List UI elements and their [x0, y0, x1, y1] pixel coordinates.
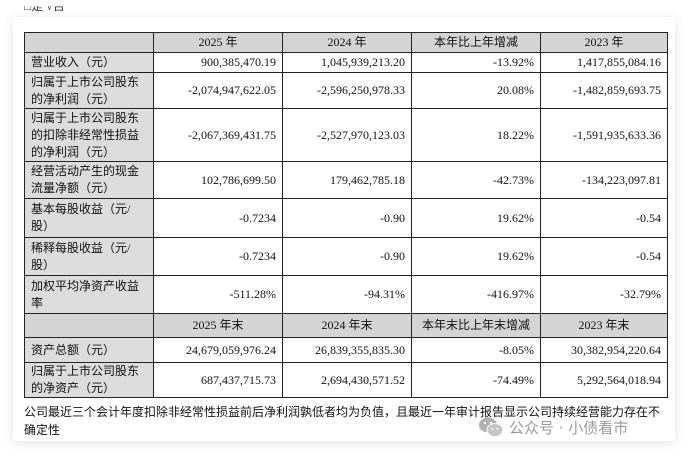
table-row: 归属于上市公司股东的扣除非经常性损益的净利润（元） -2,067,369,431.… — [24, 108, 668, 162]
cell-value: 30,382,954,220.64 — [540, 337, 668, 363]
table-header-row: 2025 年 2024 年本年比上年增减 2023 年 — [24, 32, 668, 53]
row-label: 资产总额（元） — [24, 337, 154, 363]
column-header: 本年末比上年末增减 — [411, 313, 541, 338]
cell-value: -2,527,970,123.03 — [282, 108, 412, 162]
cell-value: 5,292,564,018.94 — [540, 362, 668, 398]
cell-value: -0.90 — [282, 237, 412, 276]
cell-value: 179,462,785.18 — [282, 161, 412, 199]
cell-value: -1,482,859,693.75 — [540, 72, 668, 109]
table-row: 归属于上市公司股东的净利润（元） -2,074,947,622.05 -2,596,… — [24, 72, 668, 109]
cell-value: 20.08% — [411, 72, 541, 109]
cell-value: 19.62% — [411, 237, 541, 276]
column-header — [24, 32, 154, 53]
table-row: 营业收入（元） 900,385,470.19 1,045,939,213.20 -13… — [24, 52, 668, 73]
cell-value: -42.73% — [411, 161, 541, 199]
row-label: 归属于上市公司股东的净利润（元） — [24, 72, 154, 109]
row-label: 营业收入（元） — [24, 52, 154, 73]
row-label: 归属于上市公司股东的净资产（元） — [24, 362, 154, 398]
partial-text: □是 √否 — [24, 6, 65, 13]
watermark: 公众号 · 小债看市 — [478, 416, 628, 438]
column-header: 2024 年 — [282, 32, 412, 53]
table-row: 基本每股收益（元/股） -0.7234 -0.90 19.62% -0.54 — [24, 198, 668, 238]
column-header: 2023 年末 — [540, 313, 668, 338]
financial-table: 2025 年 2024 年本年比上年增减 2023 年营业收入（元） 900,385,… — [24, 32, 668, 398]
wechat-icon — [479, 417, 504, 437]
cell-value: -32.79% — [540, 275, 668, 314]
cell-value: 1,417,855,084.16 — [540, 52, 668, 73]
table-row: 经营活动产生的现金流量净额（元） 102,786,699.50 179,462,78… — [24, 161, 668, 199]
cell-value: 900,385,470.19 — [153, 52, 283, 73]
cell-value: 1,045,939,213.20 — [282, 52, 412, 73]
cell-value: -2,067,369,431.75 — [153, 108, 283, 162]
cell-value: 19.62% — [411, 198, 541, 238]
cell-value: -0.7234 — [153, 237, 283, 276]
cell-value: -416.97% — [411, 275, 541, 314]
cell-value: -134,223,097.81 — [540, 161, 668, 199]
column-header: 本年比上年增减 — [411, 32, 541, 53]
cell-value: -511.28% — [153, 275, 283, 314]
cell-value: -74.49% — [411, 362, 541, 398]
cell-value: 18.22% — [411, 108, 541, 162]
table-row: 加权平均净资产收益率 -511.28% -94.31% -416.97% -32.79% — [24, 275, 668, 314]
cell-value: -94.31% — [282, 275, 412, 314]
footnote: 公司最近三个会计年度扣除非经常性损益前后净利润孰低者均为负值，且最近一年审计报告… — [24, 405, 661, 437]
table-header-row: 2025 年末 2024 年末 本年末比上年末增减 2023 年末 — [24, 313, 668, 338]
cell-value: 26,839,355,835.30 — [282, 337, 412, 363]
row-label: 经营活动产生的现金流量净额（元） — [24, 161, 154, 199]
row-label: 加权平均净资产收益率 — [24, 275, 154, 314]
cell-value: 687,437,715.73 — [153, 362, 283, 398]
column-header — [24, 313, 154, 338]
cell-value: 102,786,699.50 — [153, 161, 283, 199]
table-row: 稀释每股收益（元/股） -0.7234 -0.90 19.62% -0.54 — [24, 237, 668, 276]
cell-value: -2,074,947,622.05 — [153, 72, 283, 109]
row-label: 基本每股收益（元/股） — [24, 198, 154, 238]
row-label: 稀释每股收益（元/股） — [24, 237, 154, 276]
column-header: 2024 年末 — [282, 313, 412, 338]
table-row: 资产总额（元） 24,679,059,976.24 26,839,355,835.3… — [24, 337, 668, 363]
cell-value: -0.7234 — [153, 198, 283, 238]
column-header: 2025 年末 — [153, 313, 283, 338]
column-header: 2023 年 — [540, 32, 668, 53]
watermark-text: 公众号 · 小债看市 — [509, 418, 629, 437]
column-header: 2025 年 — [153, 32, 283, 53]
cell-value: -13.92% — [411, 52, 541, 73]
row-label: 归属于上市公司股东的扣除非经常性损益的净利润（元） — [24, 108, 154, 162]
cell-value: 2,694,430,571.52 — [282, 362, 412, 398]
cell-value: -1,591,935,633.36 — [540, 108, 668, 162]
cell-value: -8.05% — [411, 337, 541, 363]
cell-value: -2,596,250,978.33 — [282, 72, 412, 109]
table-row: 归属于上市公司股东的净资产（元） 687,437,715.73 2,694,430,… — [24, 362, 668, 398]
cell-value: 24,679,059,976.24 — [153, 337, 283, 363]
cell-value: -0.54 — [540, 237, 668, 276]
cell-value: -0.90 — [282, 198, 412, 238]
cell-value: -0.54 — [540, 198, 668, 238]
